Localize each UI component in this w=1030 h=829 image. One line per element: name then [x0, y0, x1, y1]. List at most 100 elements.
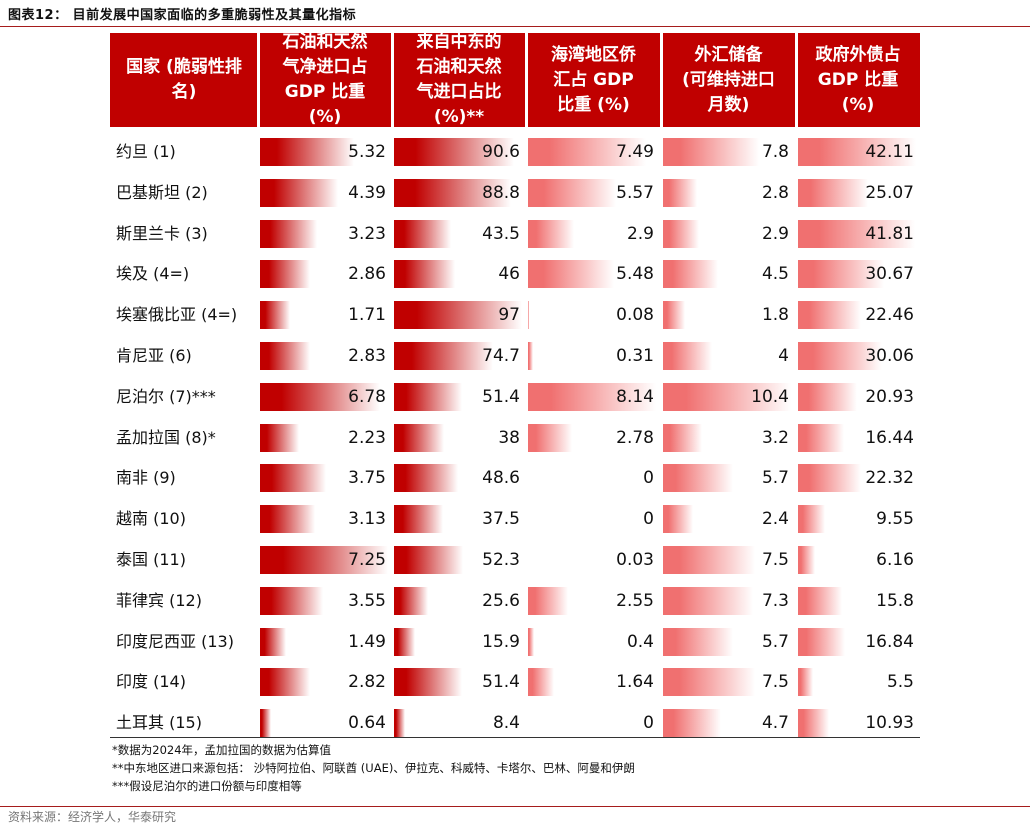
data-value: 16.44: [865, 428, 914, 448]
data-value: 15.9: [482, 632, 520, 652]
data-bar: [798, 342, 883, 370]
data-value: 0: [643, 509, 654, 529]
data-value: 7.3: [761, 591, 789, 611]
row-country-label: 菲律宾 (12): [116, 591, 202, 610]
data-bar: [663, 709, 721, 737]
data-value: 0.64: [348, 713, 386, 733]
data-bar: [798, 138, 916, 166]
data-bar: [394, 709, 406, 737]
data-bar: [260, 709, 272, 737]
data-bar: [663, 628, 734, 656]
header-external-debt-label: 政府外债占 GDP 比重 (%): [815, 44, 901, 115]
data-value: 1.71: [348, 305, 386, 325]
data-bar: [260, 464, 327, 492]
data-value: 97: [498, 305, 520, 325]
header-gulf-remittance-label: 海湾地区侨 汇占 GDP 比重 (%): [551, 44, 636, 115]
data-bar: [394, 301, 522, 329]
data-value: 6.16: [876, 550, 914, 570]
data-value: 7.5: [761, 550, 789, 570]
data-value: 4.7: [761, 713, 789, 733]
footnote-1: *数据为2024年，孟加拉国的数据为估算值: [112, 743, 332, 757]
data-value: 3.13: [348, 509, 386, 529]
row-country-label: 孟加拉国 (8)*: [116, 428, 216, 447]
data-bar: [394, 668, 462, 696]
row-country-label: 越南 (10): [116, 509, 186, 528]
data-bar: [394, 424, 445, 452]
data-value: 52.3: [482, 550, 520, 570]
data-bar: [528, 383, 656, 411]
data-value: 41.81: [865, 224, 914, 244]
data-bar: [528, 628, 535, 656]
source-rule: [0, 806, 1030, 807]
data-value: 0.03: [616, 550, 654, 570]
data-bar: [798, 179, 869, 207]
data-bar: [260, 505, 316, 533]
row-country-label: 约旦 (1): [116, 142, 176, 161]
header-country-label: 国家 (脆弱性排 名): [126, 57, 242, 102]
data-value: 51.4: [482, 387, 520, 407]
header-oil-import-label: 石油和天然 气净进口占 GDP 比重 (%): [282, 32, 368, 127]
data-value: 9.55: [876, 509, 914, 529]
data-value: 7.8: [761, 142, 789, 162]
data-value: 8.14: [616, 387, 654, 407]
figure-title: 图表12： 目前发展中国家面临的多重脆弱性及其量化指标: [8, 8, 357, 23]
data-value: 2.82: [348, 672, 386, 692]
data-bar: [663, 587, 753, 615]
source-note: 资料来源：经济学人，华泰研究: [8, 810, 177, 824]
column-separator: [795, 33, 798, 737]
data-bar: [798, 668, 814, 696]
data-value: 37.5: [482, 509, 520, 529]
data-bar: [798, 709, 829, 737]
data-value: 8.4: [492, 713, 520, 733]
title-rule: [0, 26, 1030, 27]
data-bar: [798, 505, 825, 533]
data-value: 6.78: [348, 387, 386, 407]
data-value: 7.49: [616, 142, 654, 162]
table-bottom-border: [110, 737, 920, 738]
data-bar: [663, 668, 756, 696]
data-value: 15.8: [876, 591, 914, 611]
data-bar: [798, 383, 857, 411]
data-bar: [663, 383, 791, 411]
data-value: 0.4: [626, 632, 654, 652]
data-value: 0: [643, 713, 654, 733]
data-value: 2.9: [761, 224, 789, 244]
data-value: 22.32: [865, 468, 914, 488]
data-value: 48.6: [482, 468, 520, 488]
data-bar: [528, 138, 646, 166]
row-country-label: 土耳其 (15): [116, 713, 202, 732]
data-bar: [260, 546, 388, 574]
data-value: 5.57: [616, 183, 654, 203]
data-value: 1.8: [761, 305, 789, 325]
data-value: 1.49: [348, 632, 386, 652]
data-value: 3.23: [348, 224, 386, 244]
data-bar: [663, 342, 713, 370]
data-bar: [394, 179, 512, 207]
data-value: 10.4: [751, 387, 789, 407]
data-value: 4.5: [761, 264, 789, 284]
row-country-label: 南非 (9): [116, 468, 176, 487]
row-country-label: 印度尼西亚 (13): [116, 632, 234, 651]
data-bar: [528, 424, 572, 452]
data-value: 43.5: [482, 224, 520, 244]
data-value: 3.55: [348, 591, 386, 611]
data-bar: [528, 179, 616, 207]
data-value: 2.8: [761, 183, 789, 203]
data-bar: [528, 342, 533, 370]
footnotes: *数据为2024年，孟加拉国的数据为估算值 **中东地区进口来源包括： 沙特阿拉…: [112, 741, 635, 795]
data-bar: [394, 546, 463, 574]
data-bar: [663, 546, 756, 574]
data-bar: [798, 424, 845, 452]
data-value: 2.55: [616, 591, 654, 611]
data-value: 5.7: [761, 468, 789, 488]
data-value: 38: [498, 428, 520, 448]
header-external-debt: 政府外债占 GDP 比重 (%): [796, 33, 920, 127]
footnote-2: **中东地区进口来源包括： 沙特阿拉伯、阿联酋 (UAE)、伊拉克、科威特、卡塔…: [112, 761, 635, 775]
data-bar: [260, 424, 300, 452]
data-bar: [260, 301, 291, 329]
header-middle-east-share-label: 来自中东的 石油和天然 气进口占比 (%)**: [416, 32, 502, 127]
header-middle-east-share: 来自中东的 石油和天然 气进口占比 (%)**: [392, 32, 526, 127]
data-value: 22.46: [865, 305, 914, 325]
data-value: 46: [498, 264, 520, 284]
data-bar: [528, 668, 554, 696]
